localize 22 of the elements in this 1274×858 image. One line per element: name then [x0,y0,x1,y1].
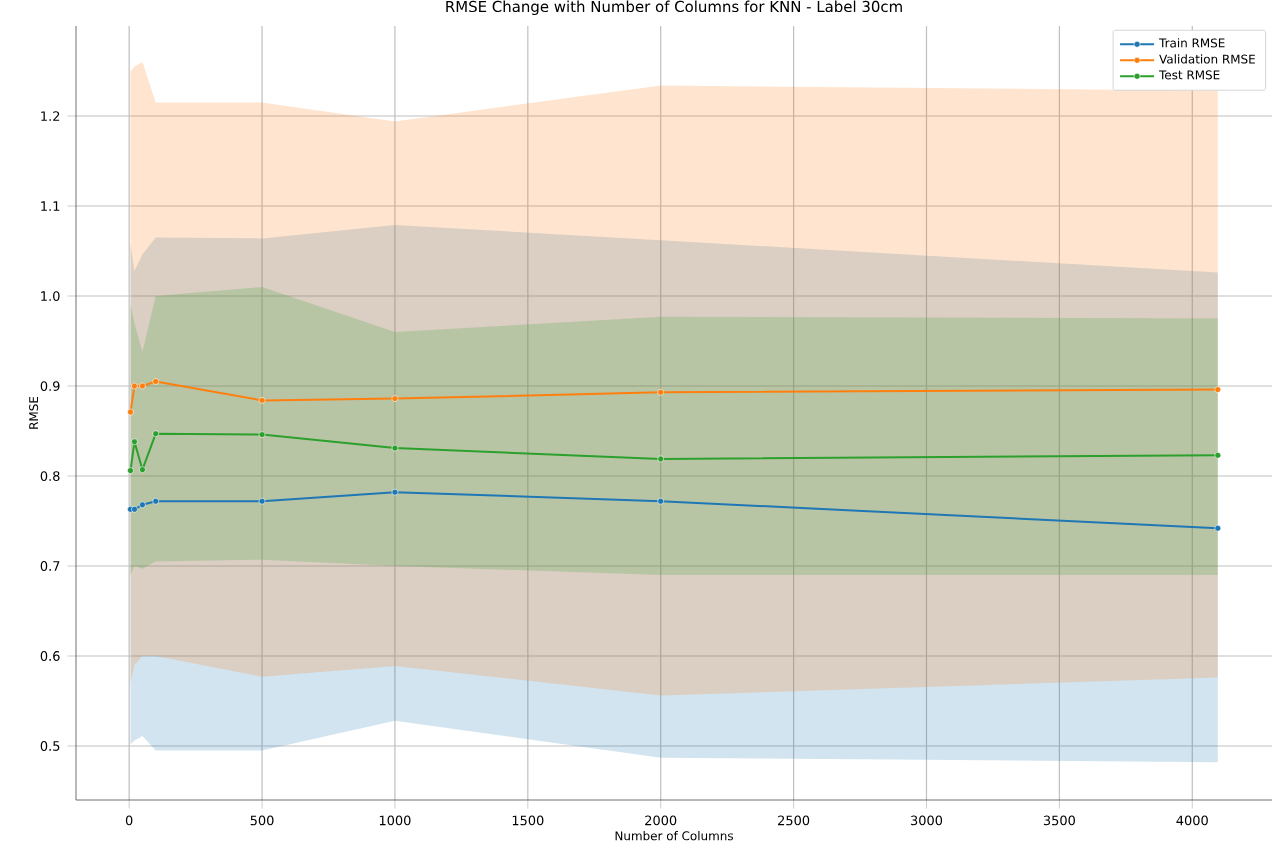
point [657,455,664,463]
point [1214,524,1222,532]
point [657,497,664,505]
point [139,501,146,509]
point [152,497,160,505]
point [139,466,146,473]
point [139,382,146,390]
point [127,467,134,474]
point [258,397,266,404]
point [258,431,266,438]
point [127,408,134,416]
point [1214,452,1222,459]
point [391,488,399,496]
point [152,430,160,437]
point [391,444,399,452]
point [131,382,138,390]
point [131,438,138,446]
point [258,497,266,505]
point [152,378,160,385]
point [657,389,664,396]
point [391,395,399,402]
point [1214,386,1222,393]
